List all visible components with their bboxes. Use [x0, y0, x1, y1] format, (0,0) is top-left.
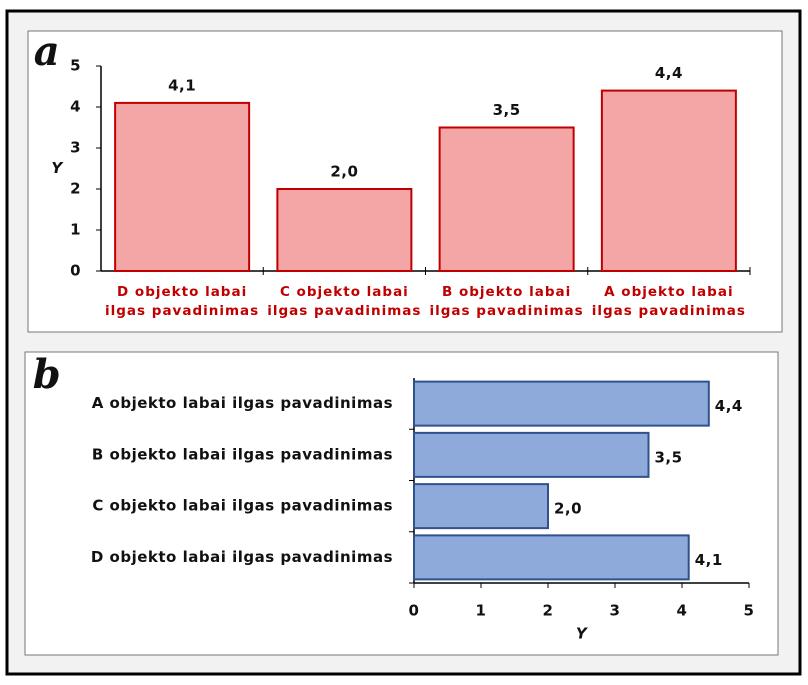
bar — [600, 89, 737, 272]
y-axis-label: Y — [51, 159, 64, 177]
y-tick-label: 4 — [70, 98, 81, 116]
value-label: 2,0 — [554, 500, 582, 518]
panel-label: b — [33, 351, 61, 398]
y-tick-label: C objekto labai ilgas pavadinimas — [92, 497, 393, 515]
value-label: 4,1 — [168, 76, 196, 94]
bar — [413, 431, 650, 478]
y-tick-label: D objekto labai ilgas pavadinimas — [91, 548, 393, 566]
x-tick-label: B objekto labai ilgas pavadinimas — [429, 284, 584, 319]
y-tick-label: 5 — [70, 57, 81, 75]
bar — [413, 534, 690, 581]
panel-label: a — [34, 28, 60, 75]
y-tick-label: 0 — [70, 262, 81, 280]
x-tick-label: 0 — [409, 602, 420, 620]
x-tick-label: 2 — [543, 602, 554, 620]
value-label: 4,4 — [655, 64, 683, 82]
x-axis-label: Y — [576, 625, 589, 643]
x-tick-label: D objekto labai ilgas pavadinimas — [105, 284, 260, 319]
y-tick-label: A objekto labai ilgas pavadinimas — [92, 394, 393, 412]
y-tick-label: 3 — [70, 139, 81, 157]
value-label: 2,0 — [330, 163, 358, 181]
y-tick-label: B objekto labai ilgas pavadinimas — [92, 445, 393, 463]
value-label: 4,1 — [695, 551, 723, 569]
bar — [276, 188, 413, 272]
y-tick-label: 2 — [70, 180, 81, 198]
value-label: 3,5 — [655, 448, 683, 466]
x-tick-label: C objekto labai ilgas pavadinimas — [267, 284, 422, 319]
value-label: 3,5 — [493, 101, 521, 119]
x-tick-label: A objekto labai ilgas pavadinimas — [591, 284, 746, 319]
bar — [438, 126, 575, 272]
bar — [114, 101, 251, 273]
bar — [413, 380, 710, 427]
y-tick-label: 1 — [70, 221, 81, 239]
x-tick-label: 5 — [744, 602, 755, 620]
x-tick-label: 1 — [476, 602, 487, 620]
value-label: 4,4 — [715, 397, 743, 415]
x-tick-label: 4 — [677, 602, 688, 620]
bar — [413, 483, 549, 530]
x-tick-label: 3 — [610, 602, 621, 620]
